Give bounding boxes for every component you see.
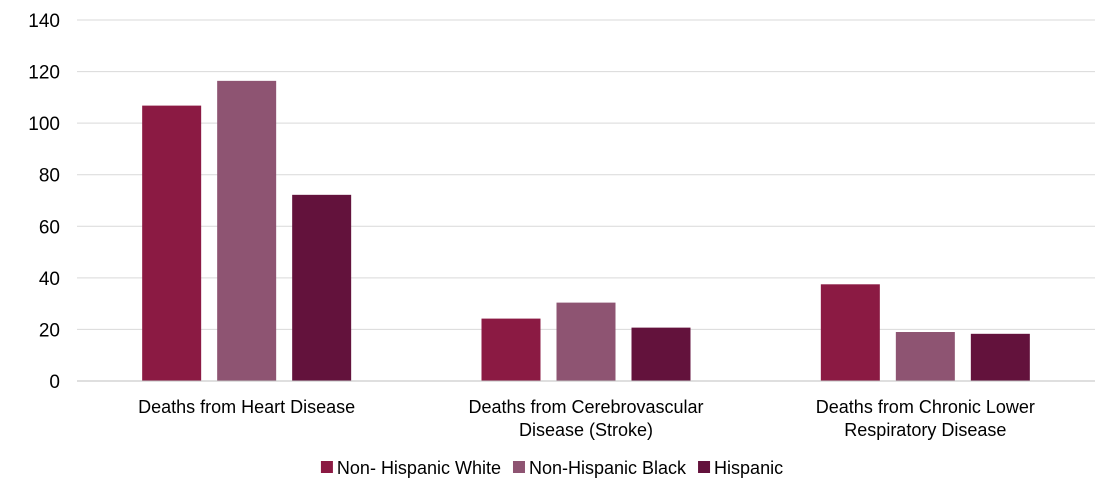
bar (895, 332, 955, 381)
bar (820, 284, 880, 381)
y-axis-ticks: 0 20 40 60 80 100 120 140 (28, 11, 60, 393)
x-category-label-line: Disease (Stroke) (519, 420, 653, 440)
bar (556, 302, 616, 381)
x-category-label-line: Deaths from Heart Disease (138, 397, 355, 417)
bar (217, 80, 277, 382)
bar (142, 105, 202, 381)
y-tick-label: 0 (49, 372, 60, 393)
legend: Non- Hispanic White Non-Hispanic Black His… (320, 458, 783, 478)
y-tick-label: 60 (39, 217, 60, 238)
legend-label: Non- Hispanic White (337, 458, 501, 478)
y-tick-label: 100 (28, 114, 60, 135)
x-axis-category-labels: Deaths from Heart Disease Deaths from Cer… (138, 397, 1035, 440)
legend-swatch (698, 461, 711, 473)
y-tick-label: 80 (39, 166, 60, 187)
x-category-label: Deaths from Heart Disease (138, 397, 355, 417)
legend-label: Hispanic (714, 458, 783, 478)
y-tick-label: 120 (28, 63, 60, 84)
legend-label: Non-Hispanic Black (529, 458, 687, 478)
x-category-label-line: Deaths from Chronic Lower (816, 397, 1035, 417)
legend-swatch (320, 461, 333, 473)
x-category-label: Deaths from Cerebrovascular Disease (Stro… (468, 397, 703, 440)
bars (142, 80, 1030, 382)
x-category-label-line: Deaths from Cerebrovascular (468, 397, 703, 417)
y-tick-label: 140 (28, 11, 60, 32)
y-tick-label: 40 (39, 269, 60, 290)
legend-swatch (512, 461, 525, 473)
bar (631, 327, 691, 381)
x-category-label: Deaths from Chronic Lower Respiratory Dis… (816, 397, 1035, 440)
bar (481, 318, 541, 381)
bar (970, 333, 1030, 381)
x-category-label-line: Respiratory Disease (844, 420, 1006, 440)
bar (292, 194, 352, 381)
y-tick-label: 20 (39, 320, 60, 341)
